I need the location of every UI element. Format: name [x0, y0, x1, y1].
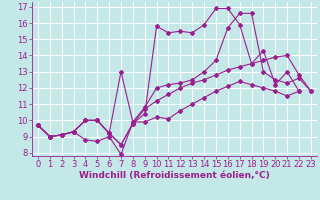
X-axis label: Windchill (Refroidissement éolien,°C): Windchill (Refroidissement éolien,°C) [79, 171, 270, 180]
